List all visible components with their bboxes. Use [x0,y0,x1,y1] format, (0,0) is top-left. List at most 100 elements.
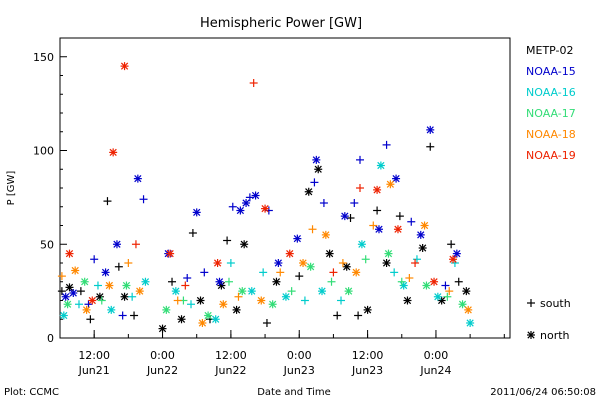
data-point [120,62,129,71]
y-tick-label: 50 [40,238,54,251]
data-point [337,296,346,305]
x-tick-date-label: Jun22 [146,364,178,377]
data-point [122,281,131,290]
x-tick-time-label: 12:00 [215,349,247,362]
data-point [318,287,327,296]
legend-entry: METP-02 [526,44,574,57]
data-point [131,240,140,249]
data-point [272,277,281,286]
x-tick-time-label: 12:00 [352,349,384,362]
data-point [354,311,363,320]
data-point [97,296,106,305]
data-point [420,221,429,230]
data-point [69,289,78,297]
data-point [171,287,180,296]
data-point [84,300,93,309]
data-point [287,287,296,296]
data-point [103,197,112,206]
x-tick-date-label: Jun23 [351,364,383,377]
x-axis: 12:00 Jun21 0:00 Jun22 12:00 Jun22 0:00 Jun23 12… [78,330,505,377]
data-points [57,62,475,333]
data-point [386,180,395,189]
data-point [304,187,313,196]
data-point [426,142,435,151]
data-point [329,268,338,277]
data-point [173,296,182,305]
data-point [112,240,121,249]
marker-legend-label: south [540,297,571,310]
data-point [356,155,364,164]
data-point [245,193,254,202]
data-point [130,311,139,320]
x-tick-date-label: Jun23 [283,364,315,377]
data-point [466,319,475,327]
data-point [124,259,133,267]
data-point [240,240,249,249]
data-point [310,178,319,187]
data-point [57,287,66,296]
data-point [251,191,260,200]
data-point [168,277,177,286]
data-point [224,277,233,286]
data-point [141,277,150,286]
legend: METP-02 NOAA-15 NOAA-16 NOAA-17 NOAA-18 NOAA-… [526,44,576,162]
data-point [306,262,315,271]
data-point [344,287,353,296]
data-point [300,296,309,305]
x-tick-time-label: 0:00 [424,349,449,362]
data-point [107,305,116,314]
legend-entry: NOAA-17 [526,107,576,120]
data-point [342,262,351,271]
y-axis: 0 50 100 150 [33,37,67,345]
data-point [90,255,99,264]
data-point [213,259,222,267]
data-point [295,272,304,281]
data-point [223,236,232,245]
data-point [262,319,271,327]
data-point [426,125,435,134]
data-point [198,319,207,327]
x-tick-date-label: Jun24 [419,364,451,377]
data-point [314,165,323,174]
data-point [299,259,308,267]
data-point [361,255,370,264]
plot-frame [59,37,511,339]
data-point [443,292,452,301]
data-point [211,315,220,324]
data-point [392,174,401,183]
data-point [441,281,450,290]
data-point [433,292,442,301]
legend-entry: NOAA-16 [526,86,576,99]
data-point [390,268,399,277]
data-point [234,292,243,301]
data-point [346,214,355,222]
data-point [236,206,245,215]
data-point [405,274,414,282]
data-point [63,300,72,309]
data-point [274,259,283,267]
data-point [285,249,294,258]
data-point [374,225,383,234]
marker-legend-symbol [527,331,535,339]
data-point [369,221,378,230]
data-point [162,305,171,314]
data-point [393,225,402,234]
data-point [376,161,385,170]
data-point [93,281,102,290]
data-point [373,185,382,194]
data-point [114,262,123,271]
x-tick-time-label: 0:00 [287,349,312,362]
data-point [105,281,114,290]
data-point [422,281,431,290]
data-point [356,184,364,192]
data-point [187,300,196,309]
marker-legend-symbol [527,299,535,307]
data-point [447,240,456,249]
data-point [177,315,186,324]
data-point [327,277,336,286]
data-point [319,199,328,207]
data-point [71,266,80,275]
data-point [120,292,129,301]
data-point [192,208,201,217]
data-point [403,296,412,305]
